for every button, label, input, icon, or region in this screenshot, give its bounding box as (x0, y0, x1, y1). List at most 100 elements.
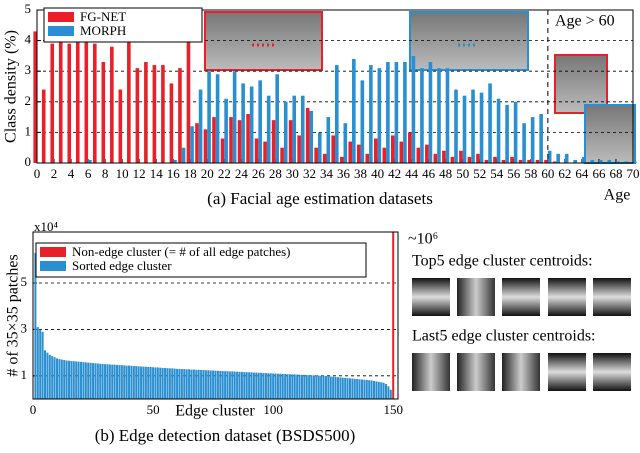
x-tick-label: 22 (218, 166, 231, 181)
bar (450, 156, 455, 163)
bar (275, 74, 279, 163)
bar (581, 156, 586, 163)
bar (331, 135, 335, 163)
x-tick-label: 66 (592, 166, 606, 181)
bar (67, 43, 72, 163)
x-tick-label: 26 (252, 166, 266, 181)
bar (518, 159, 523, 163)
bar (183, 369, 186, 399)
bar (314, 147, 318, 163)
bar (127, 40, 131, 163)
y-tick-label: 5 (25, 1, 32, 16)
bar (41, 331, 44, 399)
y-axis-title: # of 35×35 patches (5, 254, 22, 376)
bar (286, 374, 289, 399)
bar (101, 363, 104, 399)
bar (178, 368, 181, 399)
bar (360, 80, 365, 163)
x-tick-label: 48 (439, 166, 452, 181)
bar (173, 159, 177, 163)
bar (564, 153, 569, 163)
bar (326, 117, 331, 163)
bar (513, 101, 518, 163)
bar (130, 365, 133, 399)
bar (300, 374, 303, 399)
bar (267, 373, 270, 399)
bar (154, 367, 157, 399)
bar (454, 89, 458, 163)
bar (351, 378, 354, 399)
caption: (a) Facial age estimation datasets (207, 189, 433, 208)
bar (315, 375, 318, 399)
bar (496, 98, 501, 163)
bar (305, 107, 310, 163)
x-tick-label: 70 (627, 166, 640, 181)
bar (202, 370, 205, 399)
bar (106, 364, 109, 399)
bar (271, 120, 276, 163)
x-tick-label: 38 (354, 166, 367, 181)
bar (207, 370, 210, 399)
bar (547, 150, 552, 163)
legend-label: MORPH (80, 23, 126, 38)
bar (624, 161, 629, 163)
x-tick-label: 8 (102, 166, 109, 181)
bar (479, 92, 484, 163)
bar (77, 361, 80, 399)
bar (58, 37, 63, 163)
bar (346, 378, 349, 399)
bar (245, 372, 248, 399)
bar (283, 101, 288, 163)
bar (125, 365, 128, 399)
bar (312, 375, 315, 399)
bar (598, 159, 603, 163)
bar (56, 358, 59, 399)
legend-swatch (40, 261, 66, 271)
x-tick-label: 62 (558, 166, 571, 181)
bar (303, 374, 306, 399)
bar (224, 98, 228, 163)
bar (279, 373, 282, 399)
x-tick-label: 60 (541, 166, 554, 181)
bar (411, 55, 416, 163)
bar (291, 374, 294, 399)
x-tick-label: 50 (456, 166, 469, 181)
decorations (204, 11, 636, 391)
bar (348, 378, 351, 399)
bar (204, 370, 207, 399)
bar (198, 89, 203, 163)
bar (221, 370, 224, 399)
bar (493, 156, 497, 163)
bar (510, 156, 514, 163)
bar (467, 156, 472, 163)
bar (219, 370, 222, 399)
bar (233, 371, 236, 399)
bar (308, 375, 311, 399)
x-tick-label: 20 (201, 166, 214, 181)
bar (339, 156, 344, 163)
bar (34, 252, 37, 399)
bar (372, 380, 375, 399)
bar (335, 65, 339, 163)
bar (108, 364, 111, 399)
bar (392, 232, 395, 399)
bar (87, 362, 90, 399)
bar (530, 117, 535, 163)
x-tick-label: 0 (30, 402, 37, 417)
bar (501, 159, 506, 163)
top5-centroids (412, 278, 631, 316)
bar (373, 138, 378, 163)
x-tick-label: 46 (422, 166, 436, 181)
legend-label: FG-NET (80, 9, 126, 24)
bar (607, 159, 612, 163)
bar (365, 379, 368, 399)
bar (369, 65, 373, 163)
bar (50, 43, 55, 163)
bar (269, 373, 272, 399)
bar (152, 367, 155, 399)
bar (257, 372, 260, 399)
bar (186, 37, 191, 163)
bar (252, 372, 255, 399)
bar (309, 110, 314, 163)
bar (322, 375, 325, 399)
